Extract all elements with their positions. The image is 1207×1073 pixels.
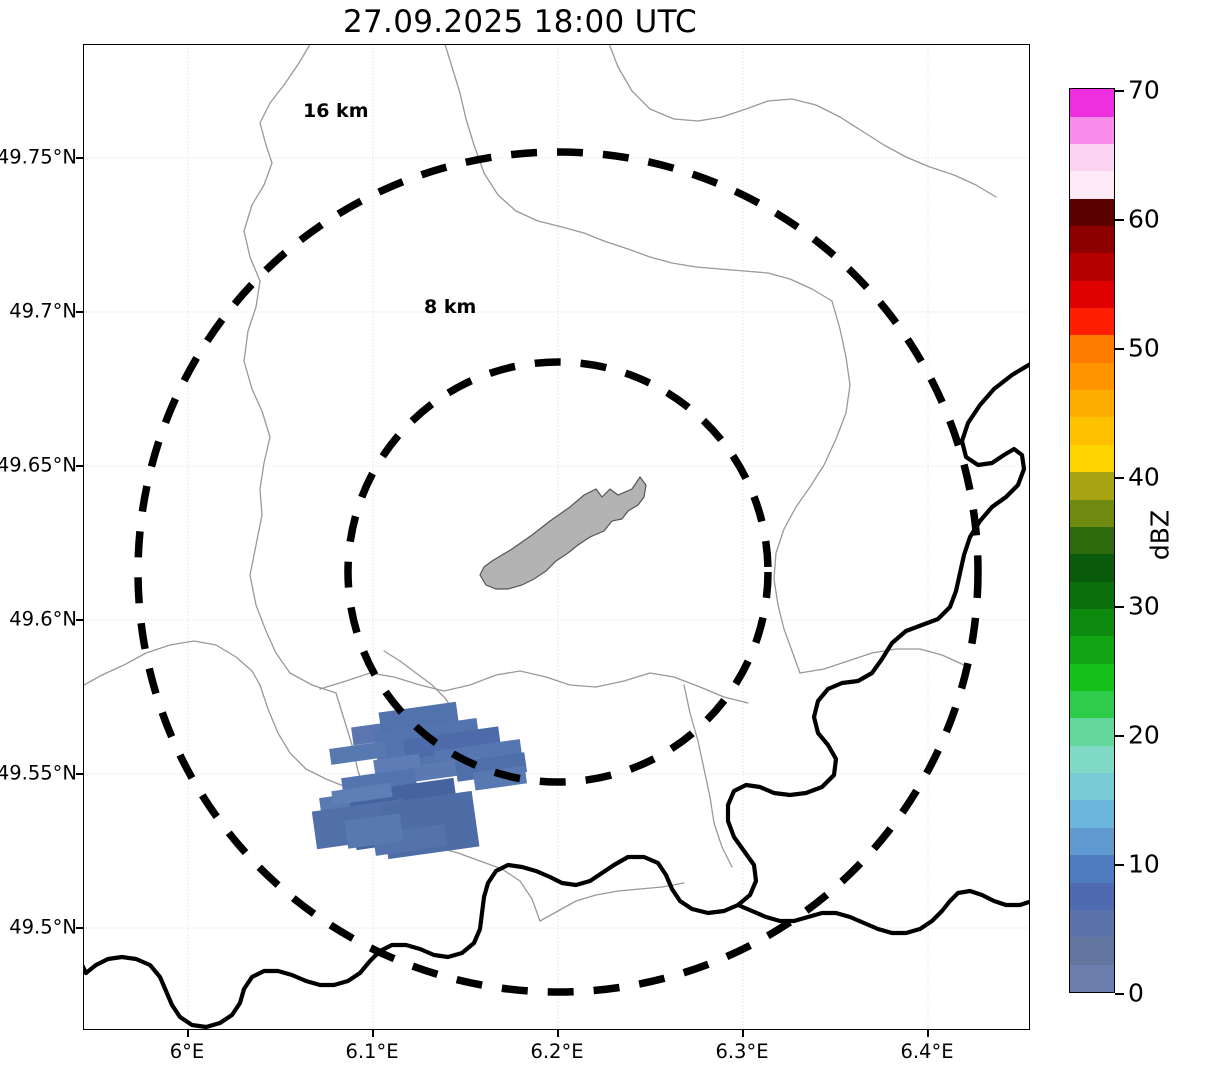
- colorbar-tick-mark-70: [1115, 90, 1124, 92]
- colorbar-tick-label-10: 10: [1128, 849, 1160, 879]
- colorbar-band-25: [1070, 280, 1114, 309]
- colorbar-band-2: [1070, 909, 1114, 938]
- colorbar-band-21: [1070, 390, 1114, 418]
- radar-map-panel[interactable]: [83, 44, 1030, 1030]
- y-tick-mark-2: [76, 465, 83, 467]
- grid-lines: [84, 45, 1029, 1029]
- x-tick-mark-4: [927, 1030, 929, 1037]
- map-canvas: [84, 45, 1029, 1029]
- colorbar-band-7: [1070, 773, 1114, 801]
- y-tick-label-5: 49.5°N: [9, 915, 77, 939]
- colorbar-tick-mark-40: [1115, 477, 1124, 479]
- x-tick-label-0: 6°E: [169, 1040, 205, 1063]
- colorbar-band-16: [1070, 526, 1114, 555]
- colorbar-tick-label-20: 20: [1128, 720, 1160, 750]
- y-tick-label-0: 49.75°N: [0, 145, 77, 169]
- colorbar-band-19: [1070, 444, 1114, 473]
- colorbar-tick-label-70: 70: [1128, 75, 1160, 105]
- x-tick-mark-0: [187, 1030, 189, 1037]
- colorbar-band-9: [1070, 718, 1114, 746]
- colorbar-tick-mark-50: [1115, 348, 1124, 350]
- y-tick-mark-1: [76, 311, 83, 313]
- colorbar-band-1: [1070, 937, 1114, 965]
- y-tick-label-3: 49.6°N: [9, 607, 77, 631]
- national-border: [84, 362, 1029, 1029]
- colorbar-band-17: [1070, 499, 1114, 527]
- x-tick-label-4: 6.4°E: [900, 1040, 954, 1063]
- y-tick-label-2: 49.65°N: [0, 453, 77, 477]
- colorbar-band-8: [1070, 745, 1114, 774]
- figure-title: 27.09.2025 18:00 UTC: [343, 4, 697, 40]
- colorbar-band-23: [1070, 335, 1114, 363]
- colorbar-title: dBZ: [1145, 509, 1175, 561]
- colorbar-band-32: [1070, 89, 1114, 117]
- colorbar-tick-mark-10: [1115, 864, 1124, 866]
- colorbar-band-14: [1070, 581, 1114, 609]
- x-tick-label-1: 6.1°E: [345, 1040, 399, 1063]
- x-tick-label-2: 6.2°E: [530, 1040, 584, 1063]
- colorbar-band-5: [1070, 827, 1114, 856]
- colorbar-tick-label-40: 40: [1128, 462, 1160, 492]
- colorbar-band-29: [1070, 171, 1114, 199]
- colorbar-band-20: [1070, 417, 1114, 445]
- range-ring-16km: [134, 148, 982, 996]
- range-ring-label-8km: 8 km: [424, 296, 477, 318]
- colorbar-band-3: [1070, 882, 1114, 910]
- colorbar-tick-label-30: 30: [1128, 591, 1160, 621]
- colorbar-tick-label-0: 0: [1128, 978, 1144, 1008]
- colorbar-band-18: [1070, 472, 1114, 500]
- y-tick-mark-4: [76, 773, 83, 775]
- colorbar-band-30: [1070, 143, 1114, 172]
- colorbar-band-13: [1070, 608, 1114, 637]
- colorbar-band-27: [1070, 225, 1114, 254]
- colorbar-band-0: [1070, 964, 1114, 992]
- colorbar-band-24: [1070, 308, 1114, 336]
- range-ring-8km: [344, 358, 772, 786]
- y-tick-mark-3: [76, 619, 83, 621]
- colorbar-tick-mark-60: [1115, 219, 1124, 221]
- colorbar-band-12: [1070, 636, 1114, 664]
- colorbar-tick-mark-0: [1115, 993, 1124, 995]
- colorbar-tick-mark-30: [1115, 606, 1124, 608]
- y-tick-mark-0: [76, 157, 83, 159]
- colorbar[interactable]: [1069, 88, 1115, 993]
- urban-area-polygon: [479, 475, 647, 590]
- colorbar-band-22: [1070, 362, 1114, 391]
- colorbar-band-6: [1070, 800, 1114, 828]
- colorbar-band-28: [1070, 198, 1114, 226]
- colorbar-tick-mark-20: [1115, 735, 1124, 737]
- y-tick-label-1: 49.7°N: [9, 299, 77, 323]
- range-ring-label-16km: 16 km: [303, 100, 369, 122]
- x-tick-mark-2: [557, 1030, 559, 1037]
- colorbar-tick-label-50: 50: [1128, 333, 1160, 363]
- colorbar-tick-label-60: 60: [1128, 204, 1160, 234]
- x-tick-mark-1: [372, 1030, 374, 1037]
- colorbar-band-31: [1070, 116, 1114, 144]
- y-tick-label-4: 49.55°N: [0, 761, 77, 785]
- colorbar-band-15: [1070, 554, 1114, 582]
- colorbar-band-26: [1070, 253, 1114, 281]
- x-tick-mark-3: [742, 1030, 744, 1037]
- range-rings: [134, 148, 982, 996]
- x-tick-label-3: 6.3°E: [715, 1040, 769, 1063]
- colorbar-band-10: [1070, 691, 1114, 719]
- colorbar-band-4: [1070, 855, 1114, 883]
- colorbar-band-11: [1070, 663, 1114, 692]
- y-tick-mark-5: [76, 927, 83, 929]
- internal-boundaries: [84, 45, 997, 922]
